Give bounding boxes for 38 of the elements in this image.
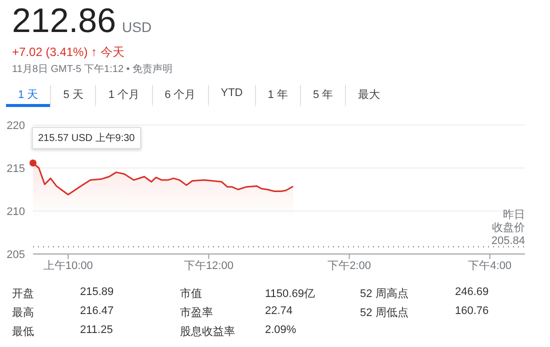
x-tick-label: 上午10:00 bbox=[43, 258, 93, 272]
text: 1150.69亿 bbox=[265, 287, 315, 301]
text: YTD bbox=[208, 85, 255, 107]
text: 1 天 bbox=[6, 85, 50, 107]
text: 市盈率 bbox=[180, 306, 213, 320]
text: 52 周高点 bbox=[360, 286, 408, 301]
text: 160.76 bbox=[455, 305, 489, 317]
annotation: 215.57 USD 上午9:30 bbox=[32, 127, 141, 150]
chart-title: 212.86 bbox=[12, 2, 116, 40]
text: 52 周低点 bbox=[360, 306, 408, 320]
text: 最高 bbox=[12, 306, 34, 320]
y-tick-label: 215 bbox=[6, 162, 25, 175]
text: 246.69 bbox=[455, 286, 489, 298]
text: 1 年 bbox=[254, 85, 300, 107]
text: 市值 bbox=[180, 286, 202, 301]
x-tick-label: 下午4:00 bbox=[468, 260, 512, 272]
ref-line-label: 昨日收盘价 205.84 bbox=[491, 208, 525, 247]
text: 1 个月 bbox=[95, 85, 152, 107]
text: 最大 bbox=[345, 85, 392, 107]
text: 211.25 bbox=[80, 324, 113, 336]
text: USD bbox=[122, 19, 152, 35]
text: 11月8日 GMT-5 下午1:12 • 免责声明 bbox=[12, 62, 173, 76]
text: 5 天 bbox=[50, 85, 96, 107]
y-tick-label: 210 bbox=[6, 206, 25, 218]
y-tick-label: 205 bbox=[6, 248, 25, 261]
text: 最低 bbox=[12, 325, 34, 339]
x-tick-label: 下午12:00 bbox=[184, 260, 234, 272]
x-tick-label: 下午2:00 bbox=[328, 260, 371, 272]
text: 22.74 bbox=[265, 305, 293, 317]
text: 股息收益率 bbox=[180, 324, 235, 339]
text: 开盘 bbox=[12, 287, 34, 301]
text: 6 个月 bbox=[152, 85, 208, 107]
text: +7.02 (3.41%) ↑ 今天 bbox=[12, 44, 124, 61]
text: 2.09% bbox=[265, 324, 296, 336]
text: 216.47 bbox=[80, 305, 114, 317]
text: 5 年 bbox=[300, 85, 346, 107]
text: 215.89 bbox=[80, 286, 114, 298]
y-tick-label: 220 bbox=[6, 120, 25, 132]
